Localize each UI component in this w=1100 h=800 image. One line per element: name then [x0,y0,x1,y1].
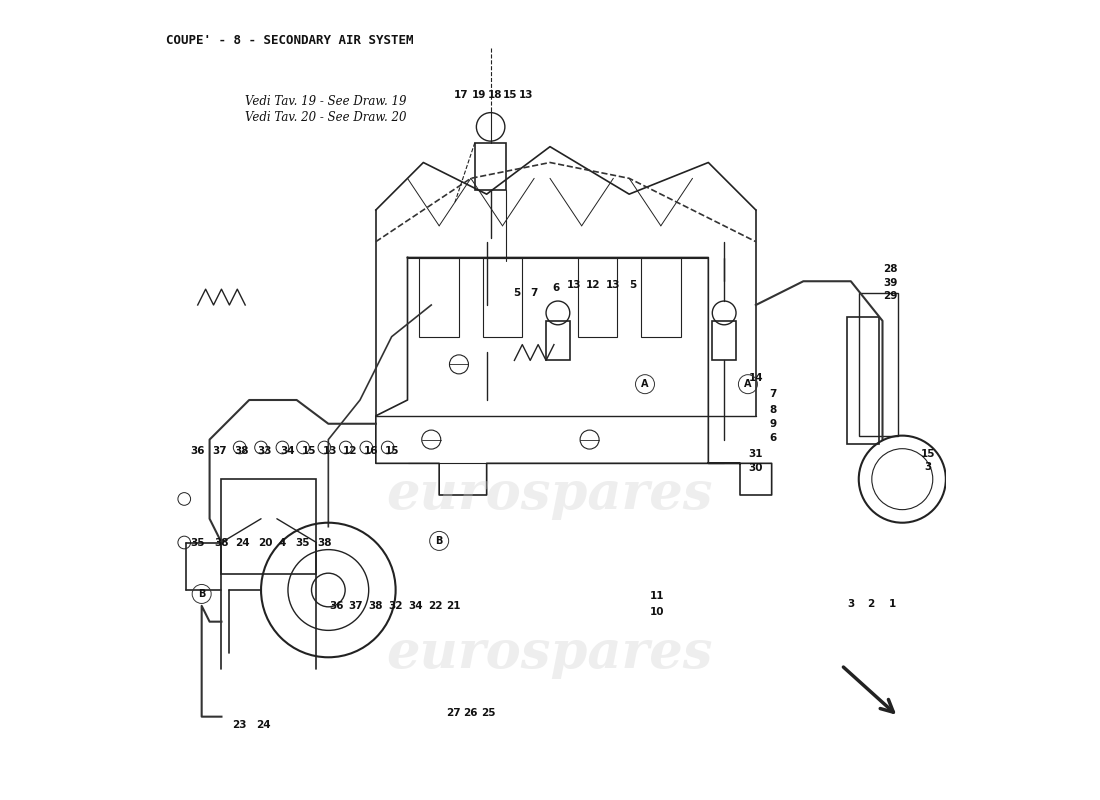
Text: 8: 8 [770,405,777,414]
Text: 5: 5 [513,288,520,298]
Text: eurospares: eurospares [387,628,713,679]
Text: 14: 14 [748,373,763,383]
Text: B: B [436,536,443,546]
Text: 12: 12 [586,280,601,290]
Text: 36: 36 [190,446,205,457]
Bar [419,258,459,337]
Bar [546,321,570,361]
Text: 32: 32 [388,601,403,611]
Text: 5: 5 [629,280,637,290]
Text: 38: 38 [317,538,331,547]
Bar [475,142,506,190]
Text: 13: 13 [566,280,581,290]
Text: 27: 27 [447,708,461,718]
Text: 25: 25 [481,708,495,718]
Text: 28: 28 [883,264,898,274]
Text: 38: 38 [234,446,249,457]
Text: 34: 34 [279,446,295,457]
Text: 3: 3 [925,462,932,472]
Text: 36: 36 [329,601,343,611]
Text: 12: 12 [343,446,358,457]
Text: 38: 38 [214,538,229,547]
Text: 35: 35 [190,538,205,547]
Text: 10: 10 [650,607,664,617]
Text: 22: 22 [428,601,442,611]
Text: 6: 6 [552,282,560,293]
Text: eurospares: eurospares [387,470,713,521]
Text: 3: 3 [847,599,855,610]
Text: 13: 13 [322,446,338,457]
Text: B: B [198,589,206,599]
Text: 24: 24 [235,538,250,547]
Text: 21: 21 [447,601,461,611]
Text: COUPE' - 8 - SECONDARY AIR SYSTEM: COUPE' - 8 - SECONDARY AIR SYSTEM [166,34,414,47]
Text: 15: 15 [384,446,399,457]
Text: 18: 18 [487,90,502,100]
Bar [713,321,736,361]
Text: 1: 1 [889,599,895,610]
Text: 20: 20 [257,538,273,547]
Text: A: A [641,379,649,389]
Text: 17: 17 [454,90,469,100]
Bar [641,258,681,337]
Text: 39: 39 [883,278,898,288]
Text: 31: 31 [749,449,763,459]
Bar [859,293,899,436]
Text: 15: 15 [503,90,518,100]
Text: 6: 6 [770,433,777,443]
Bar [847,317,879,443]
Text: 9: 9 [770,418,777,429]
Text: 13: 13 [606,280,620,290]
Bar [221,479,317,574]
Text: 16: 16 [364,446,378,457]
Text: Vedi Tav. 20 - See Draw. 20: Vedi Tav. 20 - See Draw. 20 [245,111,407,124]
Text: 7: 7 [530,288,538,298]
Text: 7: 7 [770,389,777,398]
Text: Vedi Tav. 19 - See Draw. 19: Vedi Tav. 19 - See Draw. 19 [245,95,407,108]
Text: 33: 33 [257,446,273,457]
Bar [578,258,617,337]
Text: 15: 15 [302,446,317,457]
Text: 19: 19 [472,90,486,100]
Bar [483,258,522,337]
Text: 37: 37 [349,601,363,611]
Text: 34: 34 [408,601,422,611]
Text: 24: 24 [256,719,271,730]
Text: 2: 2 [867,599,875,610]
Text: 35: 35 [296,538,310,547]
Text: 23: 23 [232,719,246,730]
Text: 11: 11 [650,591,664,602]
Text: A: A [745,379,751,389]
Text: 4: 4 [278,538,286,547]
Text: 15: 15 [921,449,936,459]
Text: 13: 13 [519,90,534,100]
Text: 37: 37 [212,446,228,457]
Text: 30: 30 [749,463,763,473]
Text: 29: 29 [883,290,898,301]
Text: 38: 38 [368,601,383,611]
Text: 26: 26 [463,708,478,718]
